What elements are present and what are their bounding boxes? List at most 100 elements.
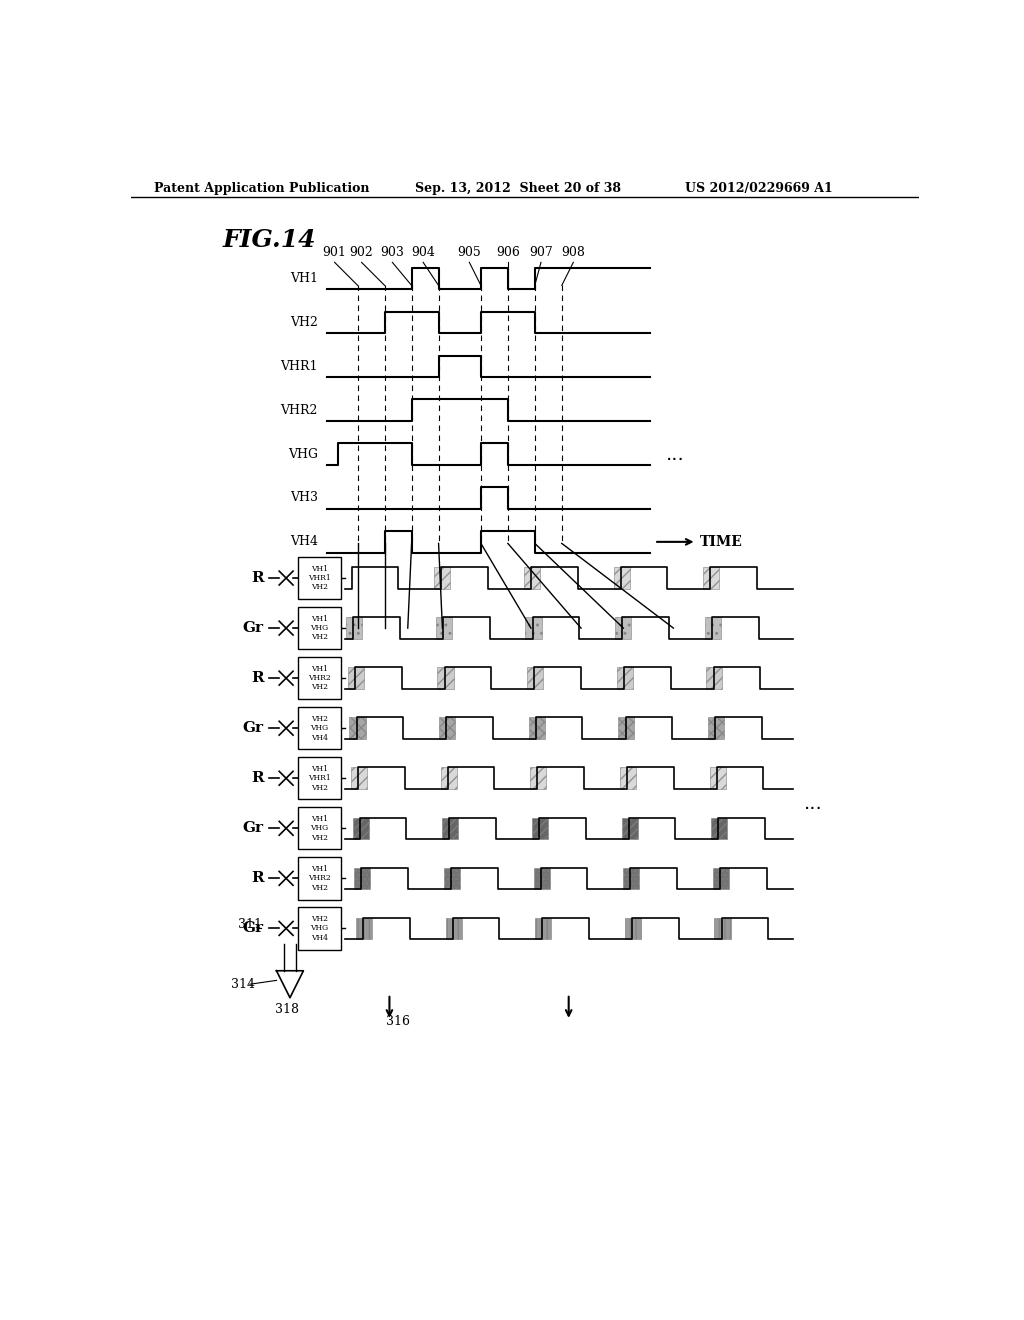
Bar — [298, 557, 341, 599]
Bar — [707, 668, 723, 689]
Bar — [349, 718, 366, 739]
Text: R: R — [251, 771, 264, 785]
Bar — [618, 718, 635, 739]
Bar — [615, 618, 631, 639]
Bar — [613, 568, 630, 589]
Bar — [348, 668, 364, 689]
Bar — [442, 817, 459, 840]
Bar — [444, 867, 460, 890]
Bar — [708, 718, 724, 739]
Text: ...: ... — [804, 793, 823, 813]
Text: TIME: TIME — [700, 535, 743, 549]
Text: VHG: VHG — [310, 924, 329, 932]
Bar — [625, 917, 641, 940]
Bar — [712, 817, 727, 840]
Text: VHR2: VHR2 — [308, 675, 331, 682]
Bar — [298, 657, 341, 700]
Text: R: R — [251, 671, 264, 685]
Text: 904: 904 — [412, 246, 435, 259]
Bar — [525, 618, 542, 639]
Text: 903: 903 — [381, 246, 404, 259]
Bar — [436, 618, 452, 639]
Text: 901: 901 — [323, 246, 346, 259]
Text: VH2: VH2 — [311, 883, 328, 892]
Bar — [713, 867, 729, 890]
Bar — [705, 618, 721, 639]
Text: VH2: VH2 — [311, 583, 328, 591]
Text: VH4: VH4 — [311, 734, 328, 742]
Text: Gr: Gr — [243, 921, 264, 936]
Text: VHG: VHG — [310, 824, 329, 833]
Bar — [528, 718, 545, 739]
Text: ...: ... — [666, 445, 684, 463]
Text: FIG.14: FIG.14 — [223, 227, 316, 252]
Text: R: R — [251, 871, 264, 886]
Text: 905: 905 — [458, 246, 481, 259]
Text: Gr: Gr — [243, 821, 264, 836]
Text: VH1: VH1 — [311, 565, 328, 573]
Bar — [352, 817, 369, 840]
Text: VH2: VH2 — [311, 834, 328, 842]
Bar — [536, 917, 551, 940]
Bar — [616, 668, 633, 689]
Text: Patent Application Publication: Patent Application Publication — [154, 182, 370, 194]
Bar — [531, 817, 548, 840]
Bar — [620, 767, 636, 789]
Bar — [351, 767, 368, 789]
Bar — [298, 758, 341, 800]
Bar — [527, 668, 544, 689]
Text: VHG: VHG — [310, 624, 329, 632]
Text: VHR2: VHR2 — [308, 874, 331, 882]
Bar — [298, 857, 341, 899]
Bar — [440, 767, 457, 789]
Bar — [298, 807, 341, 850]
Text: VH2: VH2 — [311, 715, 328, 723]
Text: VH2: VH2 — [311, 915, 328, 923]
Bar — [434, 568, 451, 589]
Text: 908: 908 — [561, 246, 586, 259]
Text: VHG: VHG — [288, 447, 317, 461]
Bar — [354, 867, 371, 890]
Bar — [346, 618, 362, 639]
Bar — [439, 718, 456, 739]
Text: 907: 907 — [529, 246, 553, 259]
Bar — [298, 708, 341, 750]
Bar — [524, 568, 540, 589]
Text: VH1: VH1 — [311, 814, 328, 822]
Text: US 2012/0229669 A1: US 2012/0229669 A1 — [685, 182, 833, 194]
Text: 314: 314 — [230, 978, 255, 991]
Text: VHR1: VHR1 — [308, 775, 331, 783]
Text: VH1: VH1 — [290, 272, 317, 285]
Bar — [624, 867, 639, 890]
Bar — [298, 607, 341, 649]
Bar — [710, 767, 726, 789]
Bar — [534, 867, 550, 890]
Text: 906: 906 — [496, 246, 520, 259]
Text: VHR1: VHR1 — [281, 360, 317, 372]
Text: VH2: VH2 — [311, 684, 328, 692]
Text: VH1: VH1 — [311, 764, 328, 774]
Text: 902: 902 — [349, 246, 374, 259]
Text: VH1: VH1 — [311, 865, 328, 873]
Text: VH3: VH3 — [290, 491, 317, 504]
Bar — [530, 767, 547, 789]
Text: R: R — [251, 572, 264, 585]
Text: Sep. 13, 2012  Sheet 20 of 38: Sep. 13, 2012 Sheet 20 of 38 — [416, 182, 622, 194]
Text: VH4: VH4 — [290, 536, 317, 548]
Text: VH2: VH2 — [311, 634, 328, 642]
Text: Gr: Gr — [243, 721, 264, 735]
Bar — [445, 917, 462, 940]
Text: VH4: VH4 — [311, 933, 328, 941]
Text: 311: 311 — [239, 917, 262, 931]
Text: VH2: VH2 — [290, 315, 317, 329]
Bar — [437, 668, 454, 689]
Text: 316: 316 — [386, 1015, 410, 1028]
Text: 318: 318 — [274, 1003, 299, 1016]
Text: VH1: VH1 — [311, 615, 328, 623]
Bar — [703, 568, 719, 589]
Bar — [622, 817, 638, 840]
Bar — [298, 907, 341, 949]
Bar — [715, 917, 730, 940]
Bar — [356, 917, 372, 940]
Text: Gr: Gr — [243, 622, 264, 635]
